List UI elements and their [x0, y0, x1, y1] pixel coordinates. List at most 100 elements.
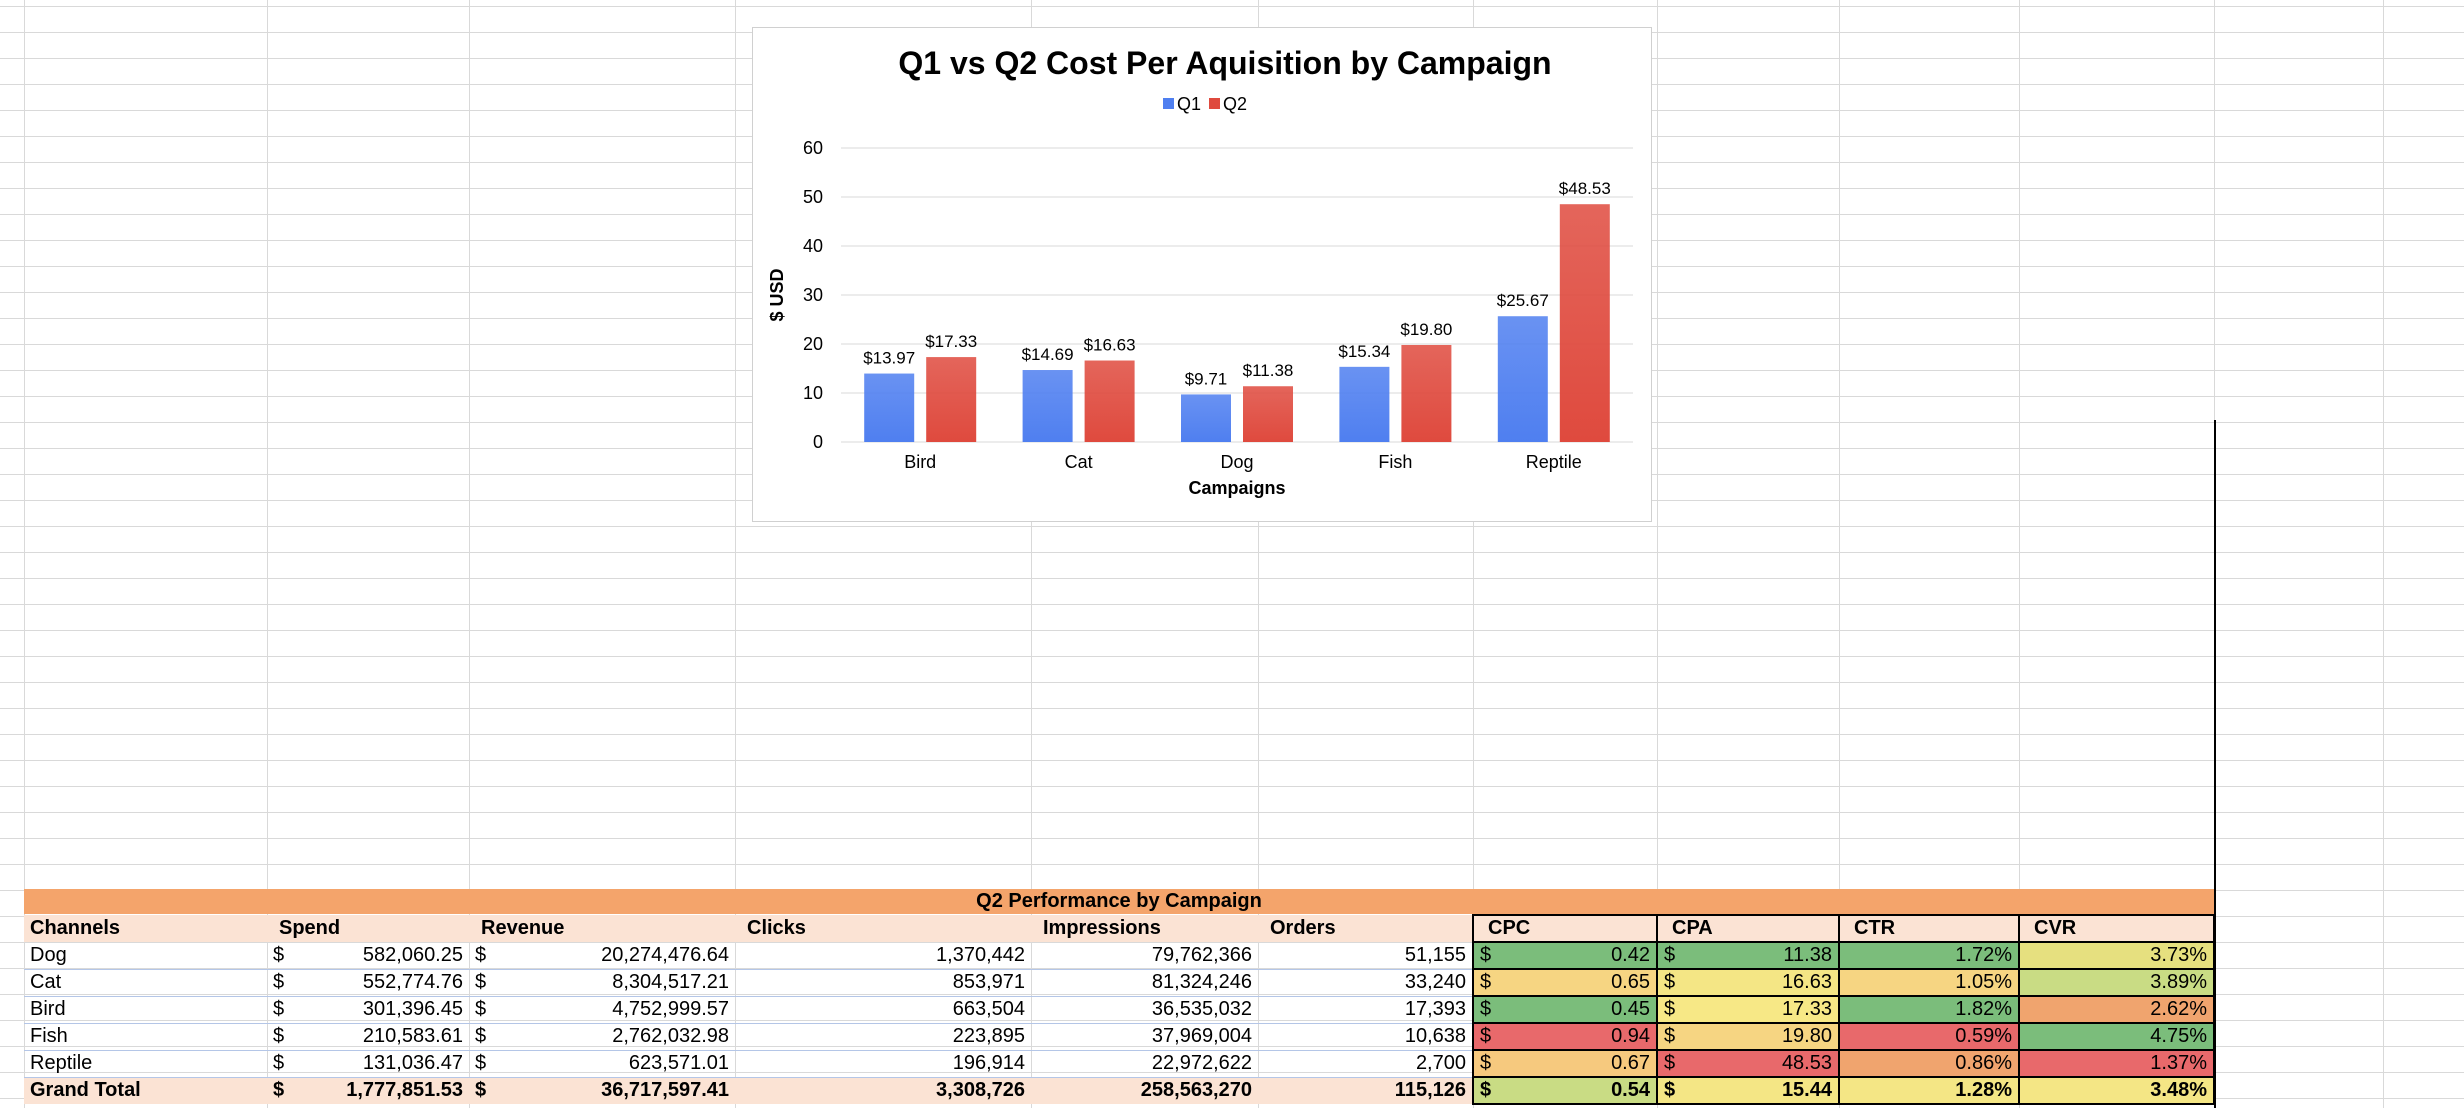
- revenue-cell[interactable]: $36,717,597.41: [469, 1077, 735, 1104]
- cvr-cell[interactable]: 3.48%: [2018, 1076, 2215, 1105]
- table-row: Bird $301,396.45 $4,752,999.57 663,504 36,53…: [24, 995, 2215, 1024]
- cell-value: 0.42: [1611, 944, 1650, 966]
- revenue-cell[interactable]: $8,304,517.21: [469, 969, 735, 997]
- cvr-cell[interactable]: 4.75%: [2018, 1022, 2215, 1051]
- currency-symbol: $: [1664, 944, 1676, 966]
- channel-cell[interactable]: Cat: [24, 969, 267, 997]
- column-header-impressions[interactable]: Impressions: [1031, 915, 1258, 942]
- bar-q1-reptile: [1497, 316, 1548, 442]
- spend-cell[interactable]: $210,583.61: [267, 1023, 469, 1051]
- data-label: $15.34: [1338, 342, 1390, 361]
- cpc-cell[interactable]: $0.42: [1472, 941, 1658, 970]
- impressions-cell[interactable]: 22,972,622: [1031, 1050, 1258, 1078]
- currency-symbol: $: [1664, 998, 1676, 1020]
- column-divider: [2383, 0, 2384, 1108]
- impressions-cell[interactable]: 81,324,246: [1031, 969, 1258, 997]
- spend-cell[interactable]: $582,060.25: [267, 942, 469, 970]
- cvr-cell[interactable]: 3.89%: [2018, 968, 2215, 997]
- column-header-channels[interactable]: Channels: [24, 915, 267, 942]
- channel-cell[interactable]: Dog: [24, 942, 267, 970]
- legend-swatch-q2: [1209, 98, 1220, 109]
- ctr-cell[interactable]: 1.28%: [1838, 1076, 2020, 1105]
- data-label: $14.69: [1022, 345, 1074, 364]
- data-label: $13.97: [863, 349, 915, 368]
- cpa-cell[interactable]: $48.53: [1656, 1049, 1840, 1078]
- clicks-cell[interactable]: 223,895: [735, 1023, 1031, 1051]
- cpc-cell[interactable]: $0.67: [1472, 1049, 1658, 1078]
- orders-cell[interactable]: 2,700: [1258, 1050, 1473, 1078]
- x-tick-label: Cat: [1065, 452, 1093, 472]
- revenue-cell[interactable]: $4,752,999.57: [469, 996, 735, 1024]
- table-row: Cat $552,774.76 $8,304,517.21 853,971 81,324…: [24, 968, 2215, 997]
- cpc-cell[interactable]: $0.54: [1472, 1076, 1658, 1105]
- revenue-cell[interactable]: $2,762,032.98: [469, 1023, 735, 1051]
- ctr-cell[interactable]: 1.72%: [1838, 941, 2020, 970]
- channel-cell[interactable]: Reptile: [24, 1050, 267, 1078]
- channel-cell[interactable]: Fish: [24, 1023, 267, 1051]
- cvr-cell[interactable]: 2.62%: [2018, 995, 2215, 1024]
- bar-q1-cat: [1022, 370, 1073, 442]
- column-header-ctr[interactable]: CTR: [1838, 914, 2020, 943]
- cpa-cell[interactable]: $19.80: [1656, 1022, 1840, 1051]
- bar-q2-reptile: [1559, 204, 1610, 442]
- performance-table: Q2 Performance by Campaign Channels Spend…: [24, 889, 2215, 1105]
- column-header-revenue[interactable]: Revenue: [469, 915, 735, 942]
- orders-cell[interactable]: 33,240: [1258, 969, 1473, 997]
- revenue-cell[interactable]: $623,571.01: [469, 1050, 735, 1078]
- spend-cell[interactable]: $1,777,851.53: [267, 1077, 469, 1104]
- currency-symbol: $: [475, 971, 487, 993]
- ctr-cell[interactable]: 0.59%: [1838, 1022, 2020, 1051]
- revenue-cell[interactable]: $20,274,476.64: [469, 942, 735, 970]
- cell-value: 552,774.76: [362, 971, 463, 993]
- data-label: $25.67: [1497, 291, 1549, 310]
- column-header-cvr[interactable]: CVR: [2018, 914, 2215, 943]
- cpa-cell[interactable]: $15.44: [1656, 1076, 1840, 1105]
- impressions-cell[interactable]: 79,762,366: [1031, 942, 1258, 970]
- ctr-cell[interactable]: 1.82%: [1838, 995, 2020, 1024]
- spend-cell[interactable]: $552,774.76: [267, 969, 469, 997]
- cpc-cell[interactable]: $0.45: [1472, 995, 1658, 1024]
- cpa-cell[interactable]: $17.33: [1656, 995, 1840, 1024]
- column-header-clicks[interactable]: Clicks: [735, 915, 1031, 942]
- clicks-cell[interactable]: 196,914: [735, 1050, 1031, 1078]
- spend-cell[interactable]: $301,396.45: [267, 996, 469, 1024]
- cvr-cell[interactable]: 3.73%: [2018, 941, 2215, 970]
- y-tick-label: 50: [803, 187, 823, 207]
- cpa-chart[interactable]: Q1 vs Q2 Cost Per Aquisition by Campaign…: [752, 27, 1652, 522]
- impressions-cell[interactable]: 258,563,270: [1031, 1077, 1258, 1104]
- y-tick-label: 40: [803, 236, 823, 256]
- cpa-cell[interactable]: $11.38: [1656, 941, 1840, 970]
- orders-cell[interactable]: 115,126: [1258, 1077, 1473, 1104]
- cpc-cell[interactable]: $0.65: [1472, 968, 1658, 997]
- clicks-cell[interactable]: 663,504: [735, 996, 1031, 1024]
- clicks-cell[interactable]: 853,971: [735, 969, 1031, 997]
- orders-cell[interactable]: 10,638: [1258, 1023, 1473, 1051]
- x-tick-label: Dog: [1220, 452, 1253, 472]
- channel-cell[interactable]: Bird: [24, 996, 267, 1024]
- clicks-cell[interactable]: 1,370,442: [735, 942, 1031, 970]
- column-header-orders[interactable]: Orders: [1258, 915, 1473, 942]
- table-row: Dog $582,060.25 $20,274,476.64 1,370,442 79,…: [24, 941, 2215, 970]
- orders-cell[interactable]: 51,155: [1258, 942, 1473, 970]
- ctr-cell[interactable]: 0.86%: [1838, 1049, 2020, 1078]
- table-row: Fish $210,583.61 $2,762,032.98 223,895 37,96…: [24, 1022, 2215, 1051]
- spend-cell[interactable]: $131,036.47: [267, 1050, 469, 1078]
- ctr-cell[interactable]: 1.05%: [1838, 968, 2020, 997]
- y-axis-label: $ USD: [767, 268, 787, 321]
- table-title: Q2 Performance by Campaign: [24, 889, 2214, 915]
- column-header-spend[interactable]: Spend: [267, 915, 469, 942]
- orders-cell[interactable]: 17,393: [1258, 996, 1473, 1024]
- cpa-cell[interactable]: $16.63: [1656, 968, 1840, 997]
- column-header-cpc[interactable]: CPC: [1472, 914, 1658, 943]
- cell-value: 19.80: [1781, 1025, 1832, 1047]
- column-divider: [469, 0, 470, 1108]
- column-divider: [1657, 0, 1658, 1108]
- cvr-cell[interactable]: 1.37%: [2018, 1049, 2215, 1078]
- channel-cell[interactable]: Grand Total: [24, 1077, 267, 1104]
- column-header-cpa[interactable]: CPA: [1656, 914, 1840, 943]
- cpc-cell[interactable]: $0.94: [1472, 1022, 1658, 1051]
- cell-value: 0.94: [1611, 1025, 1650, 1047]
- impressions-cell[interactable]: 36,535,032: [1031, 996, 1258, 1024]
- impressions-cell[interactable]: 37,969,004: [1031, 1023, 1258, 1051]
- clicks-cell[interactable]: 3,308,726: [735, 1077, 1031, 1104]
